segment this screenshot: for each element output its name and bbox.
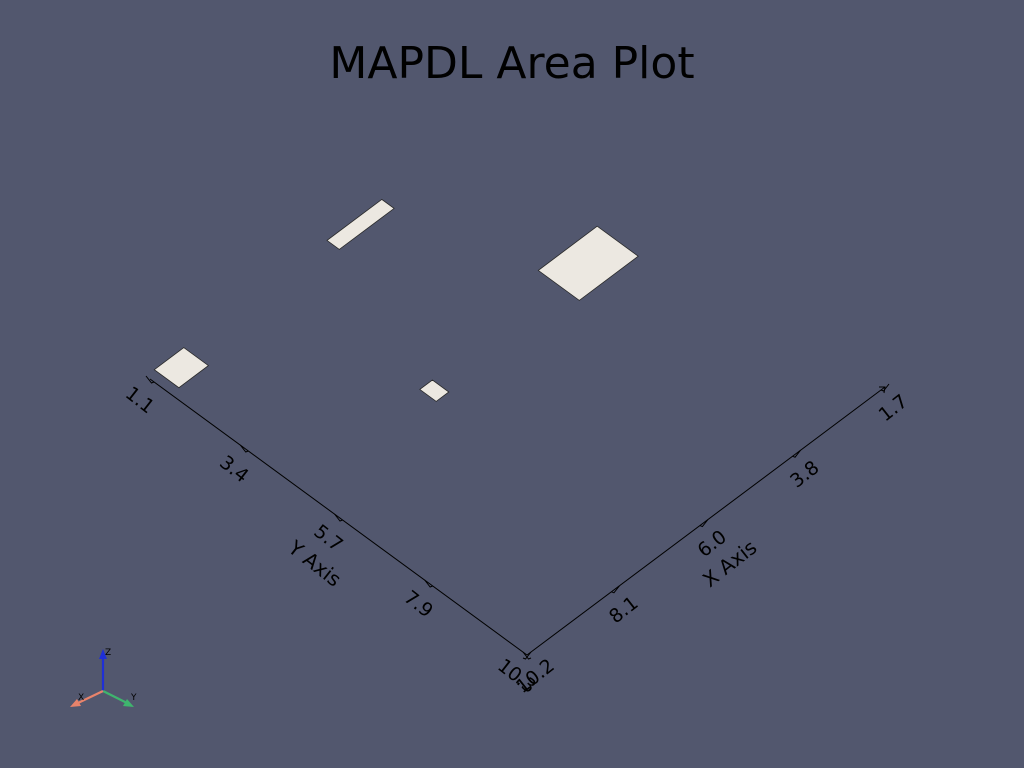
y-tick-3-label: 7.9 [400, 586, 437, 622]
y-arrowhead-icon [123, 699, 134, 707]
y-tick-2-mark [334, 513, 343, 522]
z-arrowhead-icon [99, 649, 107, 659]
y-axis-ticks: 1.13.45.77.910.3 [121, 375, 540, 698]
area-patch-2[interactable] [326, 198, 395, 250]
orientation-axes-widget[interactable]: Z Y X [70, 648, 137, 707]
x-axis-line [526, 386, 886, 656]
x-tick-2-mark [699, 519, 709, 528]
plot-title: MAPDL Area Plot [329, 38, 695, 89]
y-axis-line [149, 378, 528, 656]
x-tick-0-mark [880, 383, 890, 392]
axes-group: 1.73.86.08.110.2 1.13.45.77.910.3 X Axis… [121, 375, 912, 698]
x-arrowhead-icon [70, 699, 81, 707]
area-patches [153, 198, 639, 402]
x-tick-1-mark [792, 449, 801, 458]
area-patch-3[interactable] [537, 225, 639, 301]
area-patch-0[interactable] [153, 347, 210, 389]
y-tick-1-mark [239, 444, 249, 453]
x-axis-arrow [879, 386, 886, 394]
x-tick-1-label: 3.8 [786, 457, 823, 493]
orientation-z-label: Z [105, 648, 111, 658]
x-tick-4-mark [522, 651, 532, 660]
x-tick-3-label: 8.1 [605, 592, 642, 628]
x-axis-icon [77, 690, 104, 704]
x-tick-0-label: 1.7 [875, 390, 912, 426]
x-axis-ticks: 1.73.86.08.110.2 [512, 383, 912, 698]
y-axis-icon [102, 690, 128, 704]
y-tick-0-mark [145, 375, 155, 384]
area-patch-1[interactable] [419, 379, 450, 402]
y-tick-3-mark [424, 579, 433, 588]
y-tick-1-label: 3.4 [215, 451, 252, 487]
y-tick-0-label: 1.1 [121, 382, 158, 418]
y-tick-4-mark [522, 651, 532, 660]
x-tick-3-mark [611, 585, 620, 594]
orientation-x-label: X [78, 693, 84, 703]
orientation-y-label: Y [130, 693, 137, 703]
